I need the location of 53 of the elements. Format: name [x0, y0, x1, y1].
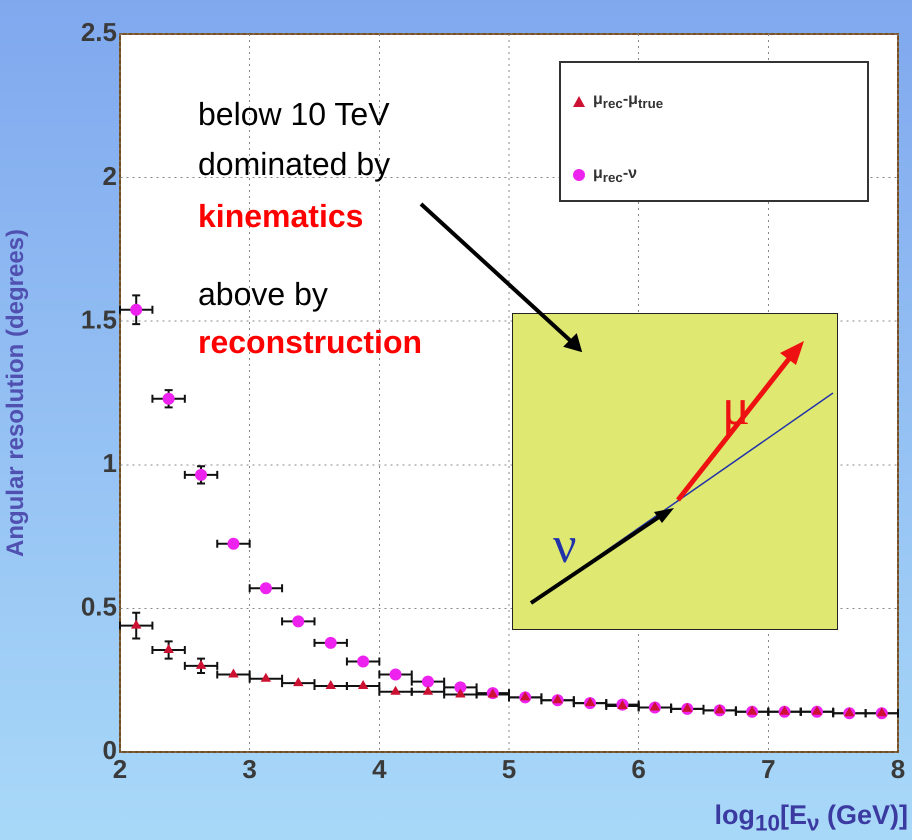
point	[163, 644, 174, 654]
point	[390, 686, 401, 695]
point	[812, 706, 822, 715]
point	[584, 697, 596, 706]
point	[162, 392, 175, 405]
point	[520, 691, 530, 700]
annotation: kinematics	[198, 198, 364, 234]
annotation: above by	[198, 276, 328, 312]
point	[357, 656, 370, 668]
annotation: reconstruction	[198, 324, 422, 360]
point	[358, 680, 368, 689]
point	[228, 668, 239, 678]
point	[779, 706, 790, 715]
x-tick-label: 7	[761, 754, 776, 784]
legend-label: μ$_{rec}$-μ$_{true}$	[593, 91, 664, 112]
point	[195, 468, 208, 481]
x-tick-label: 8	[890, 754, 906, 784]
point	[682, 702, 692, 712]
point	[422, 686, 434, 695]
legend-label: μ$_{rec}$-ν	[593, 165, 638, 186]
point	[260, 672, 272, 682]
point	[292, 615, 304, 628]
point	[844, 707, 855, 716]
x-tick-label: 3	[242, 754, 257, 784]
x-tick-label: 5	[502, 754, 516, 784]
annotation: dominated by	[198, 146, 390, 182]
point	[324, 636, 337, 649]
y-tick-label: 0.5	[80, 592, 117, 622]
x-tick-label: 4	[372, 754, 388, 784]
point	[876, 707, 887, 716]
point	[326, 680, 336, 689]
point	[130, 304, 142, 316]
point	[131, 620, 142, 629]
y-tick-label: 1	[102, 448, 117, 478]
point	[422, 676, 434, 688]
point	[260, 582, 272, 594]
y-axis-title: Angular resolution (degrees)	[2, 228, 30, 558]
point	[293, 677, 304, 686]
x-tick-label: 6	[631, 754, 646, 784]
point	[552, 694, 563, 704]
annotation: ν	[553, 517, 577, 574]
y-tick-label: 2.5	[80, 17, 117, 48]
x-axis-title: log$_{10}$[E$_{ν}$ (GeV)]	[714, 800, 908, 836]
point	[650, 701, 660, 710]
point	[390, 668, 402, 680]
y-tick-label: 1.5	[80, 304, 117, 334]
point	[746, 706, 758, 715]
point	[196, 660, 206, 669]
point	[455, 688, 466, 698]
y-tick-label: 2	[102, 160, 117, 191]
point	[227, 538, 240, 550]
annotation: below 10 TeV	[198, 96, 390, 132]
point	[714, 704, 725, 714]
